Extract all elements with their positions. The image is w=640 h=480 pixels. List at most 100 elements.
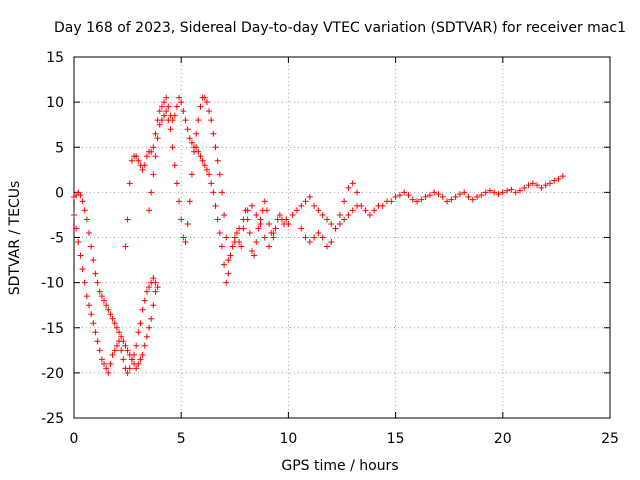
data-point [482, 189, 489, 196]
data-point [231, 239, 238, 246]
data-point [128, 157, 135, 164]
data-point [379, 202, 386, 209]
data-point [203, 99, 210, 106]
data-point [311, 234, 318, 241]
chart-title: Day 168 of 2023, Sidereal Day-to-day VTE… [54, 20, 626, 36]
data-point [118, 333, 125, 340]
data-point [128, 356, 135, 363]
data-point [538, 184, 545, 191]
data-point [143, 333, 150, 340]
data-point [116, 329, 123, 336]
data-point [302, 198, 309, 205]
data-point [298, 225, 305, 232]
data-point [495, 191, 502, 198]
data-point [221, 211, 228, 218]
data-point [141, 297, 148, 304]
data-point [216, 229, 223, 236]
data-point [208, 117, 215, 124]
data-point [81, 279, 88, 286]
data-point [152, 279, 159, 286]
data-point [221, 261, 228, 268]
data-point [118, 347, 125, 354]
data-point [358, 202, 365, 209]
data-point [126, 365, 133, 372]
data-point [120, 338, 127, 345]
data-point [261, 234, 268, 241]
data-point [272, 225, 279, 232]
data-point [388, 198, 395, 205]
data-point [328, 239, 335, 246]
data-point [101, 297, 108, 304]
data-point [469, 196, 476, 203]
data-point [150, 275, 157, 282]
data-point [146, 207, 153, 214]
data-point [448, 196, 455, 203]
data-point [139, 306, 146, 313]
x-tick-label: 5 [177, 431, 186, 447]
data-point [478, 192, 485, 199]
data-point [105, 306, 112, 313]
data-point [98, 356, 105, 363]
data-point [73, 225, 80, 232]
data-point [512, 189, 519, 196]
data-point [319, 234, 326, 241]
data-point [122, 342, 129, 349]
data-point [366, 211, 373, 218]
data-point [426, 192, 433, 199]
data-point [504, 187, 511, 194]
y-axis-label: SDTVAR / TECUs [7, 181, 23, 296]
data-point [103, 302, 110, 309]
data-point [83, 216, 90, 223]
data-point [86, 302, 93, 309]
data-point [409, 196, 416, 203]
data-point [201, 94, 208, 101]
data-point [169, 144, 176, 151]
data-point [244, 207, 251, 214]
data-point [195, 117, 202, 124]
plot-frame [73, 56, 611, 419]
data-point [176, 94, 183, 101]
data-point [212, 144, 219, 151]
data-point [319, 211, 326, 218]
data-point [135, 157, 142, 164]
data-point [263, 207, 270, 214]
data-point [103, 365, 110, 372]
data-point [191, 148, 198, 155]
data-point [113, 324, 120, 331]
data-point [94, 338, 101, 345]
data-point [137, 320, 144, 327]
data-point [328, 220, 335, 227]
data-point [96, 347, 103, 354]
data-point [79, 198, 86, 205]
data-point [133, 342, 140, 349]
data-point [171, 112, 178, 119]
data-point [345, 211, 352, 218]
data-point [206, 108, 213, 115]
data-point [253, 239, 260, 246]
data-point [546, 180, 553, 187]
data-point [248, 202, 255, 209]
data-point [223, 279, 230, 286]
data-point [90, 320, 97, 327]
data-point [534, 182, 541, 189]
data-point [184, 126, 191, 133]
data-point [90, 257, 97, 264]
data-point [143, 153, 150, 160]
y-tick-label: -10 [41, 276, 64, 292]
data-point [210, 130, 217, 137]
data-point [146, 284, 153, 291]
data-point [161, 99, 168, 106]
data-point [401, 189, 408, 196]
data-point [167, 126, 174, 133]
data-point [508, 186, 515, 193]
data-point [139, 166, 146, 173]
data-point [152, 130, 159, 137]
data-point [146, 324, 153, 331]
data-point [176, 198, 183, 205]
y-tick-label: -25 [41, 411, 64, 427]
data-point [306, 239, 313, 246]
data-point [336, 211, 343, 218]
data-point [246, 229, 253, 236]
data-point [332, 225, 339, 232]
data-point [126, 180, 133, 187]
